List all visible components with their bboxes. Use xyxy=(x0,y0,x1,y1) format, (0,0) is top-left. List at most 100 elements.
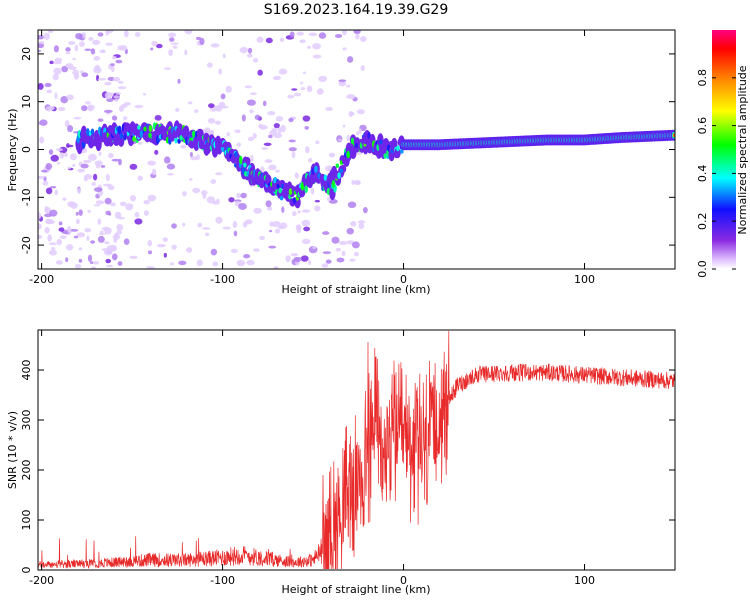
spectrogram-speckle xyxy=(115,59,123,64)
spectrogram-speckle xyxy=(335,247,342,252)
spectrogram-speckle xyxy=(304,126,309,130)
spectrogram-speckle xyxy=(137,141,143,145)
spectrogram-speckle xyxy=(46,89,53,94)
spectrogram-speckle xyxy=(196,259,203,267)
spectrogram-speckle xyxy=(78,209,83,216)
spectrogram-speckle xyxy=(325,106,334,112)
snr-marks xyxy=(38,330,675,570)
spectrogram-speckle xyxy=(117,216,125,220)
spectrogram-speckle xyxy=(222,226,231,230)
spectrogram-speckle xyxy=(62,197,67,201)
spectrogram-speckle xyxy=(349,258,356,262)
spectrogram-ridge-cell xyxy=(314,165,318,174)
spectrogram-ridge-cell xyxy=(243,162,247,168)
spectrogram-speckle xyxy=(95,162,101,169)
spectrogram-speckle xyxy=(207,117,216,124)
spectrogram-speckle xyxy=(226,132,231,137)
spectrogram-speckle xyxy=(310,187,315,195)
spectrogram-speckle xyxy=(147,160,156,166)
spectrogram-speckle xyxy=(296,225,302,234)
spectrogram-speckle xyxy=(192,187,201,194)
spectrogram-speckle xyxy=(355,33,360,40)
spectrogram-ridge-cell xyxy=(86,128,90,136)
spectrogram-speckle xyxy=(303,226,311,232)
spectrogram-speckle xyxy=(233,230,238,237)
spectrogram-speckle xyxy=(265,37,273,44)
spectrogram-speckle xyxy=(342,30,347,36)
spectrogram-speckle xyxy=(201,190,208,196)
colorbar-tick-label: 0.2 xyxy=(696,212,709,230)
spectrogram-speckle xyxy=(101,49,105,52)
spectrogram-speckle xyxy=(353,30,361,35)
spectrogram-speckle xyxy=(322,231,330,235)
spectrogram-speckle xyxy=(314,199,320,203)
spectrogram-speckle xyxy=(82,159,92,164)
spectrogram-speckle xyxy=(351,179,356,185)
spectrogram-speckle xyxy=(55,260,63,265)
spectrogram-speckle xyxy=(247,47,253,54)
spectrogram-speckle xyxy=(150,47,154,51)
spectrogram-speckle xyxy=(245,219,253,225)
spectrogram-speckle xyxy=(58,227,65,232)
spectrogram-ylabel: Frequency (Hz) xyxy=(6,109,19,192)
spectrogram-speckle xyxy=(314,205,321,212)
spectrogram-speckle xyxy=(147,194,157,202)
spectrogram-speckle xyxy=(97,32,104,37)
spectrogram-speckle xyxy=(357,220,366,224)
spectrogram-speckle xyxy=(78,41,85,47)
spectrogram-ridge-cell xyxy=(132,136,136,142)
spectrogram-speckle xyxy=(346,227,355,235)
spectrogram-speckle xyxy=(301,238,311,245)
spectrogram-speckle xyxy=(123,238,130,245)
spectrogram-speckle xyxy=(274,228,281,234)
spectrogram-speckle xyxy=(326,196,332,202)
spectrogram-speckle xyxy=(55,148,63,152)
spectrogram-ridge-cell xyxy=(323,174,328,181)
spectrogram-speckle xyxy=(341,250,346,257)
spectrogram-speckle xyxy=(239,46,249,54)
spectrogram-speckle xyxy=(254,114,261,120)
spectrogram-speckle xyxy=(184,49,188,56)
spectrogram-speckle xyxy=(75,218,80,224)
spectrogram-speckle xyxy=(46,219,56,225)
spectrogram-speckle xyxy=(111,115,118,121)
x-tick-label: 100 xyxy=(574,574,595,587)
spectrogram-speckle xyxy=(92,39,101,45)
spectrogram-speckle xyxy=(275,115,284,122)
spectrogram-ridge-cell xyxy=(191,130,196,138)
spectrogram-speckle xyxy=(87,153,97,161)
spectrogram-speckle xyxy=(247,136,254,142)
spectrogram-speckle xyxy=(48,149,54,155)
spectrogram-speckle xyxy=(53,67,62,75)
colorbar-tick-label: 0.8 xyxy=(696,69,709,87)
colorbar-gradient xyxy=(712,30,736,269)
spectrogram-speckle xyxy=(100,164,106,168)
spectrogram-speckle xyxy=(115,92,121,95)
spectrogram-speckle xyxy=(294,172,299,179)
spectrogram-speckle xyxy=(108,212,112,216)
spectrogram-speckle xyxy=(49,209,58,217)
spectrogram-speckle xyxy=(206,62,213,68)
spectrogram-ridge-cell xyxy=(396,145,400,152)
spectrogram-speckle xyxy=(215,172,223,176)
spectrogram-speckle xyxy=(272,75,282,81)
spectrogram-speckle xyxy=(134,218,143,225)
spectrogram-marks xyxy=(38,30,675,269)
spectrogram-speckle xyxy=(204,232,210,237)
spectrogram-speckle xyxy=(38,43,45,49)
spectrogram-ridge-cell xyxy=(292,197,297,205)
spectrogram-speckle xyxy=(355,131,360,136)
y-tick-label: 0 xyxy=(20,146,33,153)
spectrogram-speckle xyxy=(64,120,70,128)
spectrogram-speckle xyxy=(236,142,242,147)
spectrogram-speckle xyxy=(253,248,260,252)
spectrogram-ridge-cell xyxy=(278,187,282,194)
spectrogram-speckle xyxy=(107,184,115,191)
spectrogram-speckle xyxy=(147,239,153,247)
spectrogram-speckle xyxy=(93,173,98,181)
spectrogram-speckle xyxy=(69,153,77,161)
spectrogram-speckle xyxy=(87,104,95,111)
spectrogram-speckle xyxy=(301,219,311,227)
spectrogram-speckle xyxy=(81,105,88,112)
spectrogram-speckle xyxy=(236,193,241,199)
